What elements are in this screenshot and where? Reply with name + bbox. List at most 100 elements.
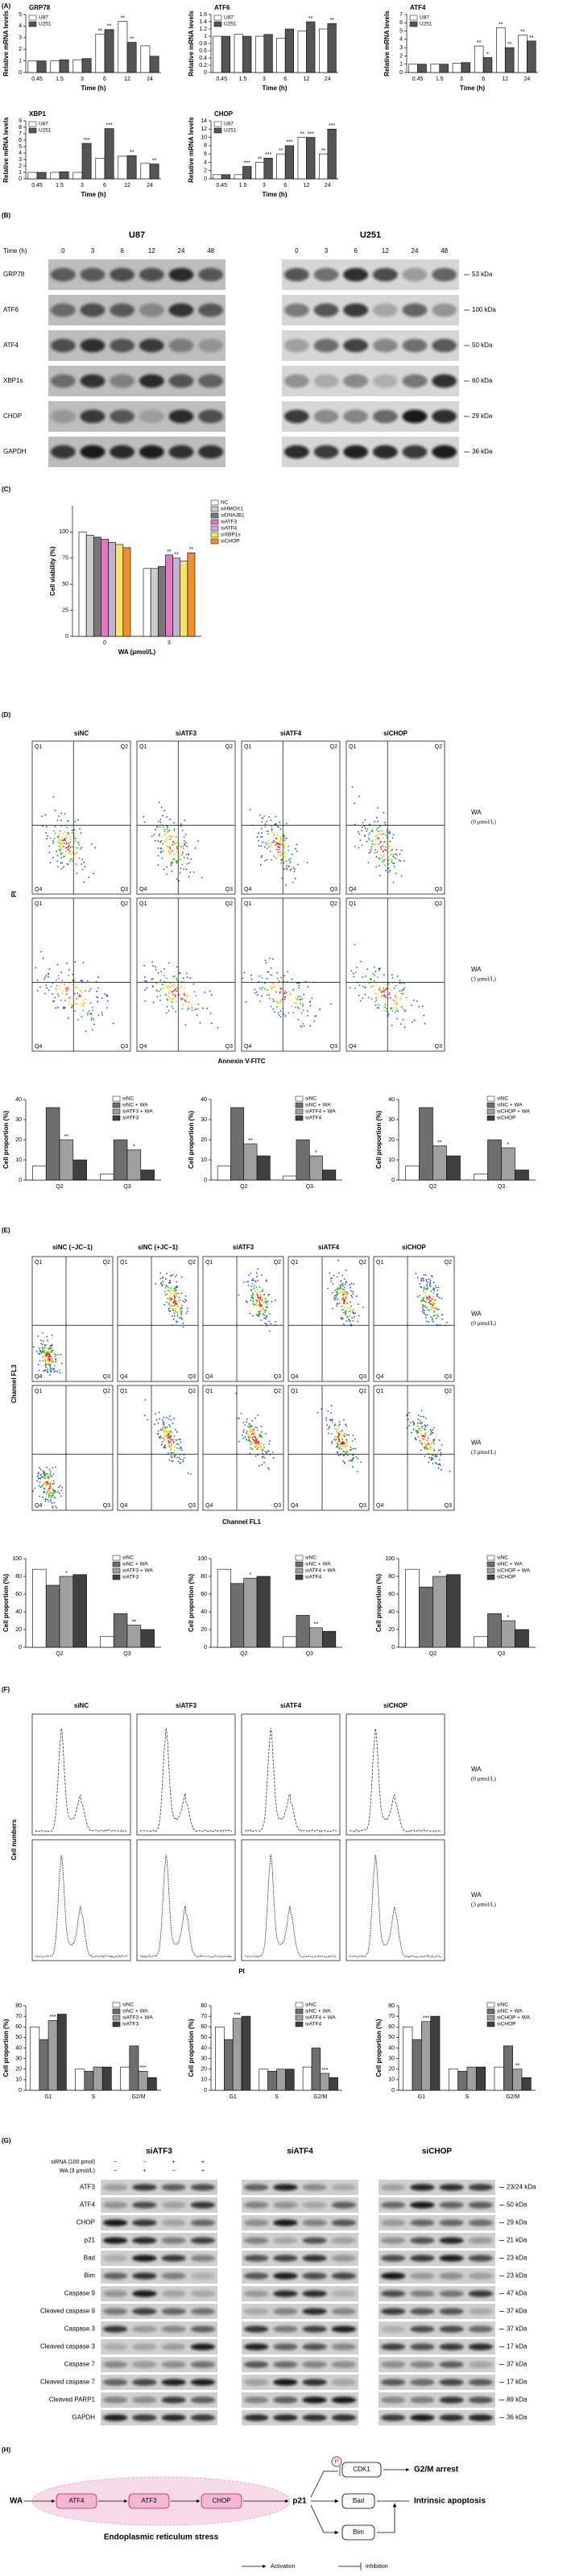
flow-event <box>349 1284 350 1286</box>
flow-event <box>385 846 387 848</box>
flow-event <box>163 1426 165 1428</box>
flow-event <box>247 1426 249 1428</box>
flow-event <box>432 1455 435 1457</box>
bar <box>30 2026 40 2091</box>
flow-event <box>345 1298 346 1300</box>
blot-band <box>302 2272 327 2280</box>
bar <box>78 532 87 637</box>
flow-event <box>156 826 159 828</box>
flow-event <box>420 1415 422 1418</box>
blot-band <box>313 374 339 388</box>
blot-band <box>243 2201 269 2209</box>
blot-band <box>190 2308 216 2315</box>
flow-event <box>166 830 168 833</box>
flow-event <box>345 1281 347 1282</box>
column-title: siATF4 <box>280 730 302 737</box>
flow-event <box>437 1289 439 1291</box>
flow-event <box>157 1433 159 1435</box>
flow-event <box>59 986 61 988</box>
x-tick-label: 1.5 <box>239 183 247 188</box>
flow-event <box>43 1369 46 1372</box>
plot-frame <box>136 1713 236 1836</box>
blot-band <box>190 2272 216 2280</box>
flow-event <box>250 1443 252 1446</box>
bar <box>518 35 528 73</box>
flow-event <box>53 1501 56 1504</box>
blot-band <box>410 2201 435 2209</box>
quadrant-label: Q1 <box>244 744 251 750</box>
flow-event <box>186 976 188 978</box>
flow-event <box>184 1301 185 1303</box>
flow-event <box>250 1431 252 1433</box>
flow-event <box>390 1008 392 1010</box>
flow-event <box>439 1449 441 1452</box>
flow-event <box>187 1007 189 1008</box>
bar <box>527 40 536 73</box>
flow-event <box>172 1274 174 1276</box>
time-label: 24 <box>178 247 185 255</box>
flow-event <box>254 1303 257 1306</box>
bar <box>172 557 181 637</box>
quadrant-label: Q4 <box>35 1503 42 1509</box>
x-axis-label: Channel FL1 <box>222 1518 262 1526</box>
legend-label: siNC <box>305 1555 317 1561</box>
significance: ** <box>174 553 179 558</box>
bar <box>217 1166 231 1181</box>
flow-event <box>43 1471 46 1473</box>
significance: ** <box>515 2064 520 2069</box>
flow-event <box>97 976 100 979</box>
blot-band <box>410 2396 435 2404</box>
flow-event <box>79 990 81 992</box>
flow-event <box>174 996 176 998</box>
flow-event <box>412 1021 413 1023</box>
blot-band <box>102 2184 128 2191</box>
legend-label: siNC <box>305 2002 317 2008</box>
flow-event <box>39 1350 42 1352</box>
blot-band <box>161 2343 186 2350</box>
flow-event <box>166 977 168 979</box>
y-tick-label: 4 <box>19 151 22 156</box>
panel-label: (E) <box>2 1227 10 1234</box>
flow-event <box>425 1278 427 1281</box>
blot-background <box>379 2392 495 2408</box>
flow-event <box>277 838 279 840</box>
flow-event <box>48 1362 50 1364</box>
y-tick-label: 1 <box>19 58 22 64</box>
flow-event <box>255 1440 258 1443</box>
blot-band <box>273 2201 298 2209</box>
flow-event <box>170 1287 172 1290</box>
flow-event <box>425 1447 428 1450</box>
flow-event <box>428 1302 431 1303</box>
y-tick-label: 0 <box>19 1178 22 1183</box>
flow-event <box>242 1422 245 1423</box>
flow-event <box>431 1447 433 1449</box>
flow-event <box>341 1309 344 1311</box>
size-label: 47 kDa <box>507 2290 528 2297</box>
flow-event <box>343 1286 345 1289</box>
flow-event <box>394 996 396 997</box>
blot-band <box>102 2414 128 2421</box>
flow-event <box>270 967 272 969</box>
flow-event <box>42 1356 43 1358</box>
flow-event <box>261 976 263 979</box>
flow-event <box>242 1282 245 1283</box>
flow-event <box>374 843 375 845</box>
flow-event <box>175 1429 177 1431</box>
blot-band <box>343 267 369 282</box>
flow-event <box>283 855 286 858</box>
flow-event <box>249 1439 250 1440</box>
flow-event <box>47 1360 49 1362</box>
blot-band <box>243 2379 269 2386</box>
flow-event <box>258 1443 259 1444</box>
legend-label: siCHOP <box>221 539 239 545</box>
flow-event <box>243 971 246 974</box>
flow-event <box>383 994 386 996</box>
flow-event <box>172 1309 174 1311</box>
flow-event <box>51 1368 53 1370</box>
legend-swatch <box>210 532 219 538</box>
flow-event <box>359 839 362 841</box>
flow-event <box>242 1437 245 1439</box>
flow-event <box>383 995 386 997</box>
y-tick-label: 6 <box>204 151 207 157</box>
flow-event <box>385 835 387 837</box>
